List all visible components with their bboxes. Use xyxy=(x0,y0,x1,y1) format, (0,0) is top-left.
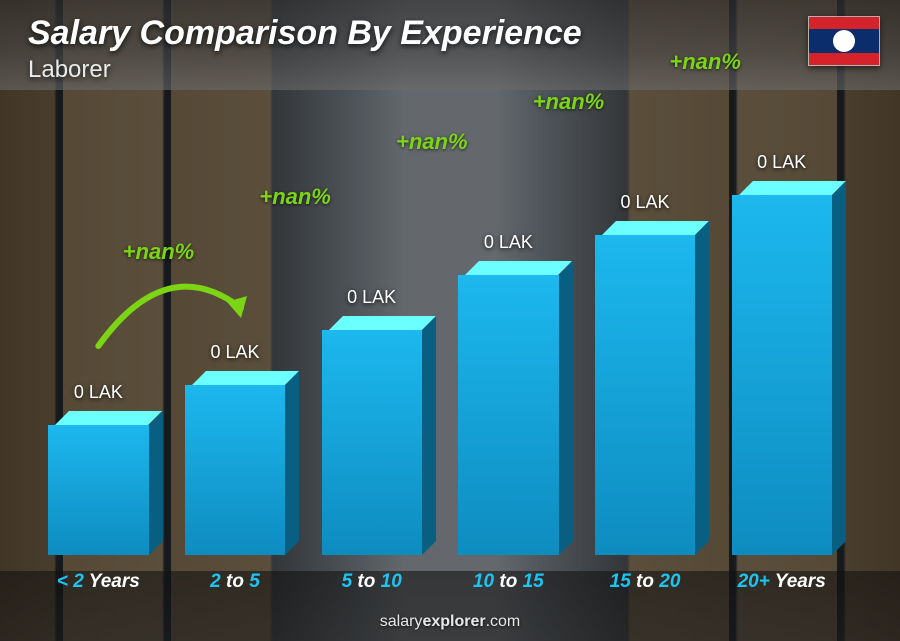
bar-top-face xyxy=(739,181,846,195)
bar-wrap: 0 LAK xyxy=(40,382,157,555)
footer-part3: .com xyxy=(486,613,521,630)
bar-value-label: 0 LAK xyxy=(484,232,533,253)
bar-front-face xyxy=(458,275,558,555)
bar-3d xyxy=(458,261,558,555)
flag-stripe-mid xyxy=(809,29,879,53)
chart-area: 0 LAK0 LAK0 LAK0 LAK0 LAK0 LAK +nan%+nan… xyxy=(40,100,840,601)
bar-3d xyxy=(48,411,148,555)
chart-subtitle: Laborer xyxy=(28,56,111,84)
bar-3d xyxy=(322,316,422,555)
bar-top-face xyxy=(602,221,709,235)
footer-part1: salary xyxy=(380,613,423,630)
bar-front-face xyxy=(185,385,285,555)
bar-front-face xyxy=(732,195,832,555)
delta-label: +nan% xyxy=(533,89,605,115)
x-category-label: < 2 Years xyxy=(40,571,157,593)
bar-top-face xyxy=(192,371,299,385)
x-category-label: 5 to 10 xyxy=(313,571,430,593)
bar-3d xyxy=(732,181,832,555)
bar-side-face xyxy=(559,261,573,555)
bar-side-face xyxy=(149,411,163,555)
bar-wrap: 0 LAK xyxy=(723,152,840,555)
bar-side-face xyxy=(695,221,709,555)
flag-circle xyxy=(833,30,855,52)
bar-wrap: 0 LAK xyxy=(587,192,704,555)
bar-side-face xyxy=(832,181,846,555)
bar-value-label: 0 LAK xyxy=(621,192,670,213)
x-category-label: 10 to 15 xyxy=(450,571,567,593)
country-flag xyxy=(808,16,880,66)
bar-value-label: 0 LAK xyxy=(347,287,396,308)
bar-value-label: 0 LAK xyxy=(210,342,259,363)
bar-value-label: 0 LAK xyxy=(74,382,123,403)
bar-3d xyxy=(595,221,695,555)
bar-wrap: 0 LAK xyxy=(313,287,430,555)
bar-front-face xyxy=(48,425,148,555)
x-labels: < 2 Years 2 to 5 5 to 10 10 to 15 15 to 20 20… xyxy=(40,571,840,593)
flag-stripe-top xyxy=(809,17,879,29)
x-category-label: 20+ Years xyxy=(723,571,840,593)
bar-value-label: 0 LAK xyxy=(757,152,806,173)
bar-top-face xyxy=(329,316,436,330)
bar-front-face xyxy=(595,235,695,555)
footer-attribution: salaryexplorer.com xyxy=(380,613,521,631)
bar-wrap: 0 LAK xyxy=(450,232,567,555)
bar-wrap: 0 LAK xyxy=(177,342,294,555)
bar-side-face xyxy=(422,316,436,555)
flag-stripe-bot xyxy=(809,53,879,65)
chart-title: Salary Comparison By Experience xyxy=(28,14,582,53)
x-category-label: 2 to 5 xyxy=(177,571,294,593)
bar-top-face xyxy=(55,411,162,425)
footer-part2: explorer xyxy=(422,613,485,630)
bar-front-face xyxy=(322,330,422,555)
stage: Salary Comparison By Experience Laborer … xyxy=(0,0,900,641)
x-category-label: 15 to 20 xyxy=(587,571,704,593)
bar-side-face xyxy=(285,371,299,555)
bars-container: 0 LAK 0 LAK 0 LAK 0 LAK 0 LAK 0 LAK xyxy=(40,135,840,555)
bar-3d xyxy=(185,371,285,555)
bar-top-face xyxy=(465,261,572,275)
